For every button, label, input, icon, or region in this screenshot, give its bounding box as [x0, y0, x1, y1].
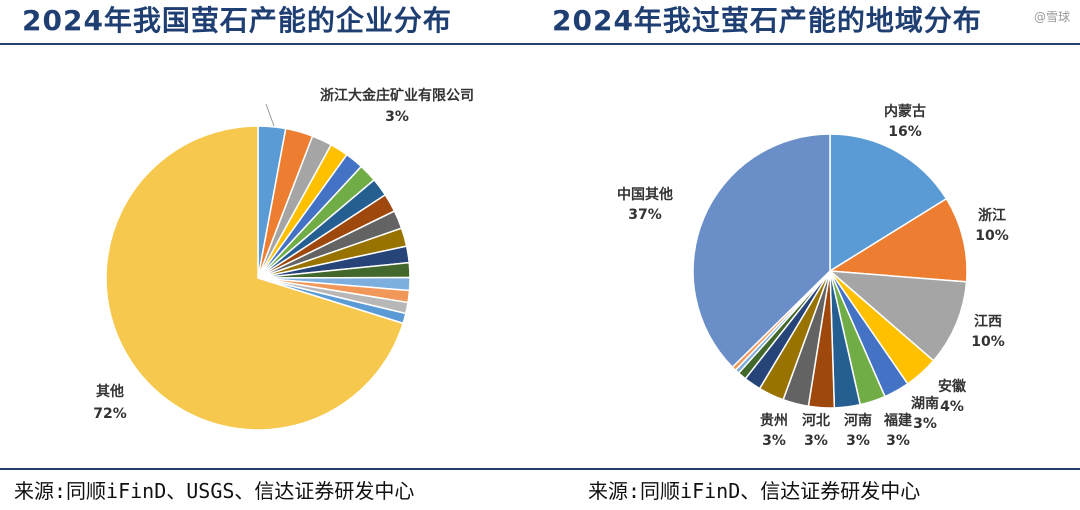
right-value-1: 10%: [975, 228, 1009, 244]
right-value-5: 3%: [886, 433, 910, 449]
right-value-14: 37%: [628, 207, 662, 223]
right-pie-labels: 内蒙古16%浙江10%江西10%安徽4%湖南3%福建3%河南3%河北3%贵州3%…: [617, 103, 1009, 449]
right-slice-14: [692, 133, 831, 369]
right-value-6: 3%: [846, 433, 870, 449]
right-slice-1: [827, 197, 968, 283]
right-value-4: 3%: [913, 416, 937, 432]
left-source-note: 来源:同顺iFinD、USGS、信达证券研发中心: [14, 479, 415, 503]
right-label-2: 江西: [974, 313, 1002, 330]
left-chart-title: 2024年我国萤石产能的企业分布: [22, 4, 452, 37]
right-slice-2: [827, 270, 968, 362]
right-label-6: 河南: [844, 412, 872, 429]
right-label-9: 贵州: [760, 412, 788, 429]
left-pie-slices: [105, 125, 411, 431]
right-label-1: 浙江: [978, 207, 1006, 224]
left-pie-chart: 浙江大金庄矿业有限公司 3% 其他 72%: [93, 87, 474, 431]
right-slice-0: [829, 133, 948, 273]
right-label-3: 安徽: [938, 378, 967, 395]
right-pie-chart: 内蒙古16%浙江10%江西10%安徽4%湖南3%福建3%河南3%河北3%贵州3%…: [617, 103, 1009, 449]
left-label-company: 浙江大金庄矿业有限公司: [320, 87, 474, 104]
right-value-2: 10%: [971, 334, 1005, 350]
right-chart-title: 2024年我过萤石产能的地域分布: [552, 4, 982, 37]
left-value-other: 72%: [93, 406, 127, 422]
right-label-5: 福建: [883, 412, 912, 429]
right-label-14: 中国其他: [617, 186, 673, 203]
right-label-7: 河北: [802, 412, 830, 429]
top-divider: [0, 43, 1080, 45]
left-slice-16: [105, 125, 405, 431]
right-label-0: 内蒙古: [884, 103, 926, 120]
right-label-4: 湖南: [911, 395, 939, 412]
left-value-company: 3%: [385, 109, 409, 125]
right-pie-slices: [692, 133, 968, 409]
right-value-0: 16%: [888, 124, 922, 140]
bottom-divider: [0, 468, 1080, 470]
right-source-note: 来源:同顺iFinD、信达证券研发中心: [588, 479, 921, 503]
left-label-other: 其他: [96, 383, 124, 400]
right-value-3: 4%: [940, 399, 964, 415]
watermark: @雪球: [1033, 10, 1070, 24]
left-leader-line: [265, 103, 275, 127]
right-value-7: 3%: [804, 433, 828, 449]
right-value-9: 3%: [762, 433, 786, 449]
